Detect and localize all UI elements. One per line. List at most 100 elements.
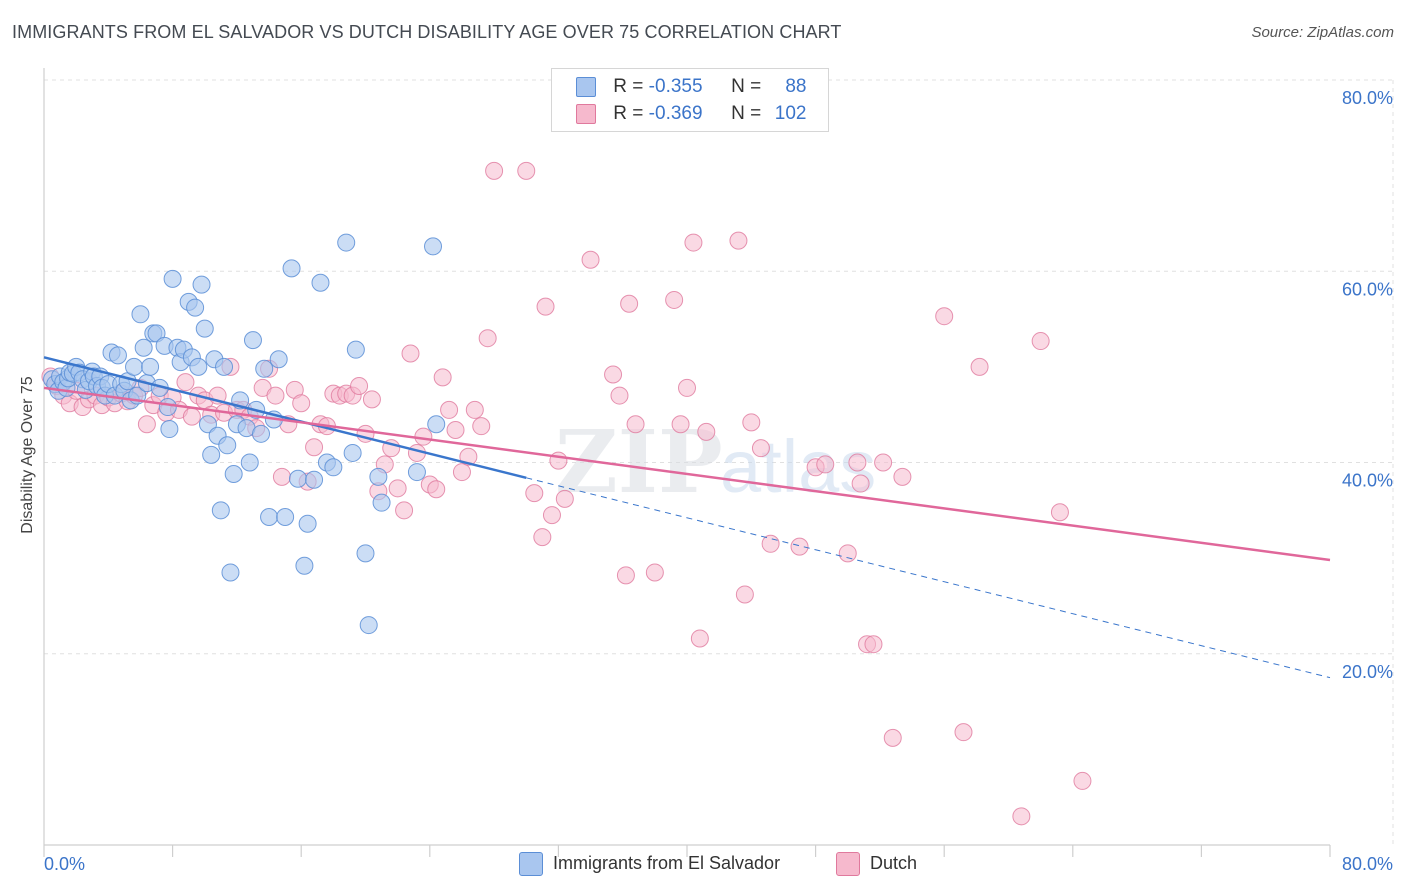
el-salvador-point <box>346 340 365 359</box>
dutch-point <box>427 480 446 499</box>
el-salvador-point <box>189 357 208 376</box>
legend-n-value: 88 <box>785 76 807 97</box>
el-salvador-point <box>324 458 343 477</box>
dutch-point <box>452 463 471 482</box>
el-salvador-point <box>359 616 378 635</box>
el-salvador-point <box>163 269 182 288</box>
dutch-point <box>517 161 536 180</box>
dutch-trend-line <box>43 386 1331 562</box>
dutch-point <box>742 413 761 432</box>
el-salvador-point <box>252 424 271 443</box>
dutch-point <box>645 563 664 582</box>
el-salvador-point <box>372 493 391 512</box>
dutch-point <box>697 422 716 441</box>
dutch-point <box>761 534 780 553</box>
dutch-point <box>292 394 311 413</box>
dutch-point <box>851 474 870 493</box>
el-salvador-point <box>269 350 288 369</box>
dutch-point <box>954 723 973 742</box>
el-salvador-point <box>424 237 443 256</box>
el-salvador-point <box>192 275 211 294</box>
y-tick-label: 60.0% <box>1342 279 1393 299</box>
dutch-point <box>266 386 285 405</box>
dutch-point <box>684 233 703 252</box>
dutch-point <box>446 420 465 439</box>
el-salvador-point <box>221 563 240 582</box>
y-tick-label: 20.0% <box>1342 662 1393 682</box>
dutch-point <box>678 378 696 397</box>
el-salvador-point <box>427 415 446 434</box>
dutch-point <box>935 307 954 326</box>
dutch-point <box>626 415 645 434</box>
el-salvador-point <box>198 415 217 434</box>
legend-swatch-blue <box>576 76 596 97</box>
dutch-point <box>305 438 324 457</box>
dutch-point <box>616 566 635 585</box>
legend-swatch-pink <box>576 103 596 124</box>
el-salvador-point <box>407 463 426 482</box>
el-salvador-point <box>202 445 221 464</box>
el-salvador-point <box>141 357 160 376</box>
el-salvador-point <box>295 556 314 575</box>
dutch-point <box>1073 771 1092 790</box>
dutch-point <box>665 290 684 309</box>
x-tick-label-max: 80.0% <box>1342 854 1393 874</box>
dutch-point <box>485 161 504 180</box>
legend-n-label: N = <box>731 103 762 124</box>
dutch-point <box>433 368 452 387</box>
bottom-legend-label: Dutch <box>870 852 918 873</box>
dutch-point <box>542 506 561 525</box>
dutch-point <box>620 294 639 313</box>
el-salvador-point <box>224 464 243 483</box>
bottom-legend-swatch-pink <box>836 852 860 876</box>
dutch-point <box>1050 503 1069 522</box>
dutch-point <box>350 377 369 395</box>
legend-row-dutch: R = -0.369 N = 102 <box>576 103 807 127</box>
el-salvador-point <box>160 420 179 439</box>
dutch-point <box>838 544 857 563</box>
el-salvador-point <box>211 501 230 520</box>
dutch-point <box>182 407 201 426</box>
legend-r-value: -0.369 <box>648 103 703 124</box>
el-salvador-point <box>369 467 388 486</box>
legend-row-el-salvador: R = -0.355 N = 88 <box>576 76 807 100</box>
el-salvador-point <box>305 470 324 489</box>
bottom-legend-dutch: Dutch <box>836 852 917 876</box>
chart-title: IMMIGRANTS FROM EL SALVADOR VS DUTCH DIS… <box>12 22 842 42</box>
legend-r-value: -0.355 <box>648 76 703 97</box>
el-salvador-point <box>195 319 214 338</box>
y-tick-label: 40.0% <box>1342 471 1393 491</box>
el-salvador-point <box>215 357 234 376</box>
dutch-point <box>790 537 809 556</box>
el-salvador-point <box>125 357 144 376</box>
dutch-point <box>549 451 568 470</box>
el-salvador-point <box>356 544 375 563</box>
dutch-point <box>272 467 291 486</box>
dutch-point <box>472 417 491 436</box>
dutch-point <box>1031 332 1050 351</box>
el-salvador-point <box>288 469 307 488</box>
dutch-point <box>362 390 381 409</box>
dutch-point <box>388 479 407 498</box>
dutch-point <box>555 489 574 508</box>
dutch-point <box>440 400 459 419</box>
dutch-point <box>690 629 709 648</box>
el-salvador-point <box>260 508 279 527</box>
y-tick-label: 80.0% <box>1342 88 1393 108</box>
el-salvador-point <box>134 338 153 357</box>
el-salvador-point <box>240 453 259 472</box>
el-salvador-point <box>311 273 330 292</box>
bottom-legend-el-salvador: Immigrants from El Salvador <box>519 852 780 876</box>
dutch-point <box>864 635 883 654</box>
dutch-point <box>610 386 629 405</box>
el-salvador-point <box>243 331 262 350</box>
el-salvador-point <box>282 259 301 278</box>
el-salvador-point <box>158 398 177 417</box>
dutch-point <box>478 329 497 348</box>
dutch-point <box>401 344 420 363</box>
el-salvador-point <box>298 514 317 533</box>
dutch-point <box>536 297 555 316</box>
el-salvador-point <box>255 359 274 378</box>
el-salvador-point <box>108 346 127 365</box>
